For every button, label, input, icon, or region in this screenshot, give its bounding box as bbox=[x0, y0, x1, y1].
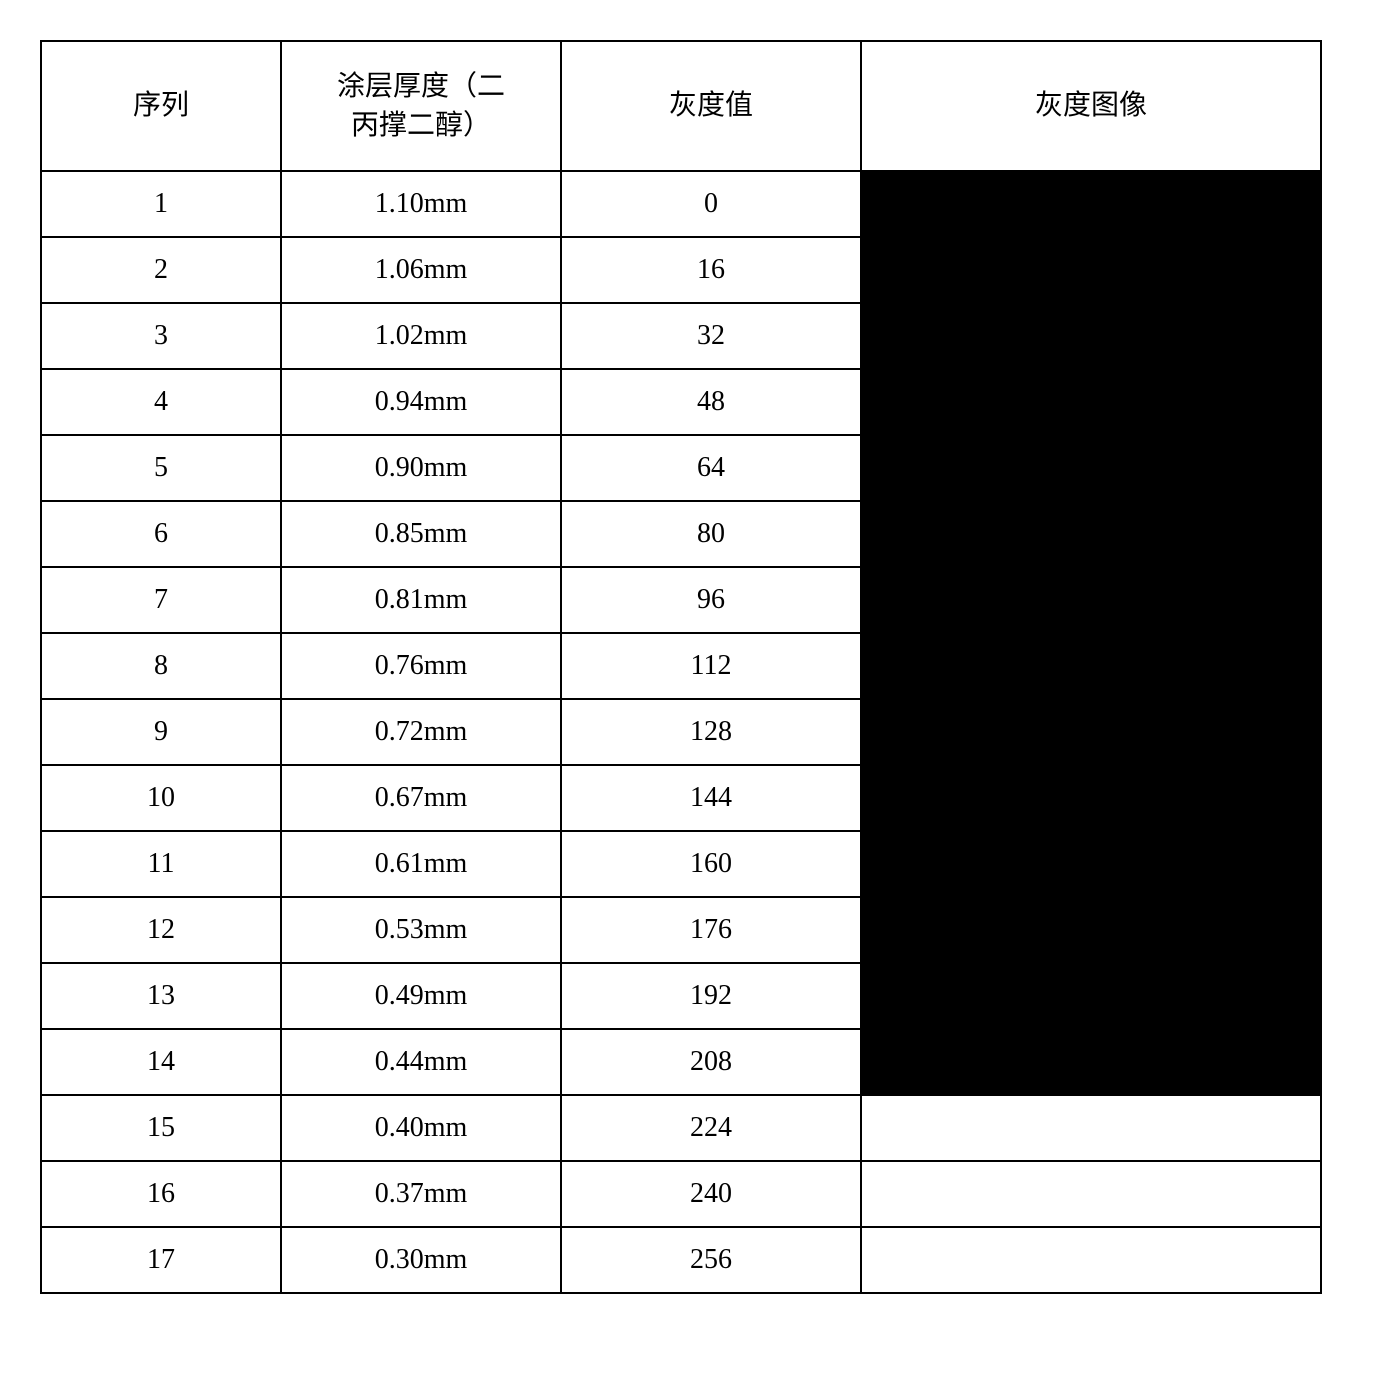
cell-gray-value: 32 bbox=[561, 303, 861, 369]
table-row: 11.10mm0 bbox=[41, 171, 1321, 237]
cell-thickness: 0.85mm bbox=[281, 501, 561, 567]
cell-gray-swatch bbox=[861, 303, 1321, 369]
table-row: 140.44mm208 bbox=[41, 1029, 1321, 1095]
cell-thickness: 1.06mm bbox=[281, 237, 561, 303]
cell-gray-swatch bbox=[861, 567, 1321, 633]
cell-gray-value: 192 bbox=[561, 963, 861, 1029]
table-row: 110.61mm160 bbox=[41, 831, 1321, 897]
cell-thickness: 0.37mm bbox=[281, 1161, 561, 1227]
cell-gray-value: 240 bbox=[561, 1161, 861, 1227]
table-row: 90.72mm128 bbox=[41, 699, 1321, 765]
cell-thickness: 1.02mm bbox=[281, 303, 561, 369]
table-row: 100.67mm144 bbox=[41, 765, 1321, 831]
cell-gray-value: 224 bbox=[561, 1095, 861, 1161]
cell-sequence: 10 bbox=[41, 765, 281, 831]
cell-gray-value: 96 bbox=[561, 567, 861, 633]
cell-sequence: 11 bbox=[41, 831, 281, 897]
cell-gray-value: 0 bbox=[561, 171, 861, 237]
cell-sequence: 3 bbox=[41, 303, 281, 369]
cell-sequence: 12 bbox=[41, 897, 281, 963]
table-row: 50.90mm64 bbox=[41, 435, 1321, 501]
cell-gray-swatch bbox=[861, 171, 1321, 237]
cell-thickness: 1.10mm bbox=[281, 171, 561, 237]
col-header-gray-image: 灰度图像 bbox=[861, 41, 1321, 171]
cell-gray-value: 144 bbox=[561, 765, 861, 831]
table-row: 21.06mm16 bbox=[41, 237, 1321, 303]
grayscale-table: 序列 涂层厚度（二 丙撑二醇） 灰度值 灰度图像 11.10mm021.06mm… bbox=[40, 40, 1322, 1294]
cell-sequence: 5 bbox=[41, 435, 281, 501]
cell-thickness: 0.90mm bbox=[281, 435, 561, 501]
table-row: 120.53mm176 bbox=[41, 897, 1321, 963]
cell-sequence: 1 bbox=[41, 171, 281, 237]
cell-gray-value: 256 bbox=[561, 1227, 861, 1293]
table-row: 70.81mm96 bbox=[41, 567, 1321, 633]
cell-thickness: 0.61mm bbox=[281, 831, 561, 897]
table-row: 150.40mm224 bbox=[41, 1095, 1321, 1161]
cell-sequence: 16 bbox=[41, 1161, 281, 1227]
table-row: 170.30mm256 bbox=[41, 1227, 1321, 1293]
col-header-thickness: 涂层厚度（二 丙撑二醇） bbox=[281, 41, 561, 171]
cell-gray-value: 16 bbox=[561, 237, 861, 303]
cell-gray-swatch bbox=[861, 831, 1321, 897]
cell-sequence: 9 bbox=[41, 699, 281, 765]
cell-thickness: 0.49mm bbox=[281, 963, 561, 1029]
table-header-row: 序列 涂层厚度（二 丙撑二醇） 灰度值 灰度图像 bbox=[41, 41, 1321, 171]
cell-thickness: 0.81mm bbox=[281, 567, 561, 633]
cell-gray-swatch bbox=[861, 633, 1321, 699]
cell-gray-swatch bbox=[861, 1029, 1321, 1095]
cell-sequence: 8 bbox=[41, 633, 281, 699]
table-row: 60.85mm80 bbox=[41, 501, 1321, 567]
cell-gray-swatch bbox=[861, 1095, 1321, 1161]
cell-sequence: 2 bbox=[41, 237, 281, 303]
table-row: 31.02mm32 bbox=[41, 303, 1321, 369]
cell-sequence: 14 bbox=[41, 1029, 281, 1095]
table-row: 40.94mm48 bbox=[41, 369, 1321, 435]
cell-sequence: 6 bbox=[41, 501, 281, 567]
cell-gray-swatch bbox=[861, 237, 1321, 303]
cell-sequence: 15 bbox=[41, 1095, 281, 1161]
cell-gray-swatch bbox=[861, 1161, 1321, 1227]
table-body: 11.10mm021.06mm1631.02mm3240.94mm4850.90… bbox=[41, 171, 1321, 1293]
col-header-sequence: 序列 bbox=[41, 41, 281, 171]
cell-gray-swatch bbox=[861, 897, 1321, 963]
cell-gray-swatch bbox=[861, 699, 1321, 765]
cell-gray-value: 160 bbox=[561, 831, 861, 897]
cell-gray-value: 80 bbox=[561, 501, 861, 567]
cell-thickness: 0.40mm bbox=[281, 1095, 561, 1161]
table-row: 160.37mm240 bbox=[41, 1161, 1321, 1227]
cell-sequence: 4 bbox=[41, 369, 281, 435]
cell-gray-swatch bbox=[861, 765, 1321, 831]
table-row: 130.49mm192 bbox=[41, 963, 1321, 1029]
table-row: 80.76mm112 bbox=[41, 633, 1321, 699]
cell-gray-value: 64 bbox=[561, 435, 861, 501]
cell-thickness: 0.76mm bbox=[281, 633, 561, 699]
cell-thickness: 0.67mm bbox=[281, 765, 561, 831]
cell-gray-value: 48 bbox=[561, 369, 861, 435]
cell-thickness: 0.94mm bbox=[281, 369, 561, 435]
cell-gray-swatch bbox=[861, 369, 1321, 435]
cell-sequence: 17 bbox=[41, 1227, 281, 1293]
cell-sequence: 7 bbox=[41, 567, 281, 633]
col-header-gray-value: 灰度值 bbox=[561, 41, 861, 171]
cell-thickness: 0.53mm bbox=[281, 897, 561, 963]
cell-gray-swatch bbox=[861, 1227, 1321, 1293]
cell-thickness: 0.72mm bbox=[281, 699, 561, 765]
cell-gray-value: 208 bbox=[561, 1029, 861, 1095]
cell-thickness: 0.30mm bbox=[281, 1227, 561, 1293]
cell-gray-swatch bbox=[861, 963, 1321, 1029]
cell-gray-value: 112 bbox=[561, 633, 861, 699]
cell-gray-value: 176 bbox=[561, 897, 861, 963]
cell-gray-value: 128 bbox=[561, 699, 861, 765]
cell-gray-swatch bbox=[861, 435, 1321, 501]
cell-sequence: 13 bbox=[41, 963, 281, 1029]
cell-thickness: 0.44mm bbox=[281, 1029, 561, 1095]
cell-gray-swatch bbox=[861, 501, 1321, 567]
